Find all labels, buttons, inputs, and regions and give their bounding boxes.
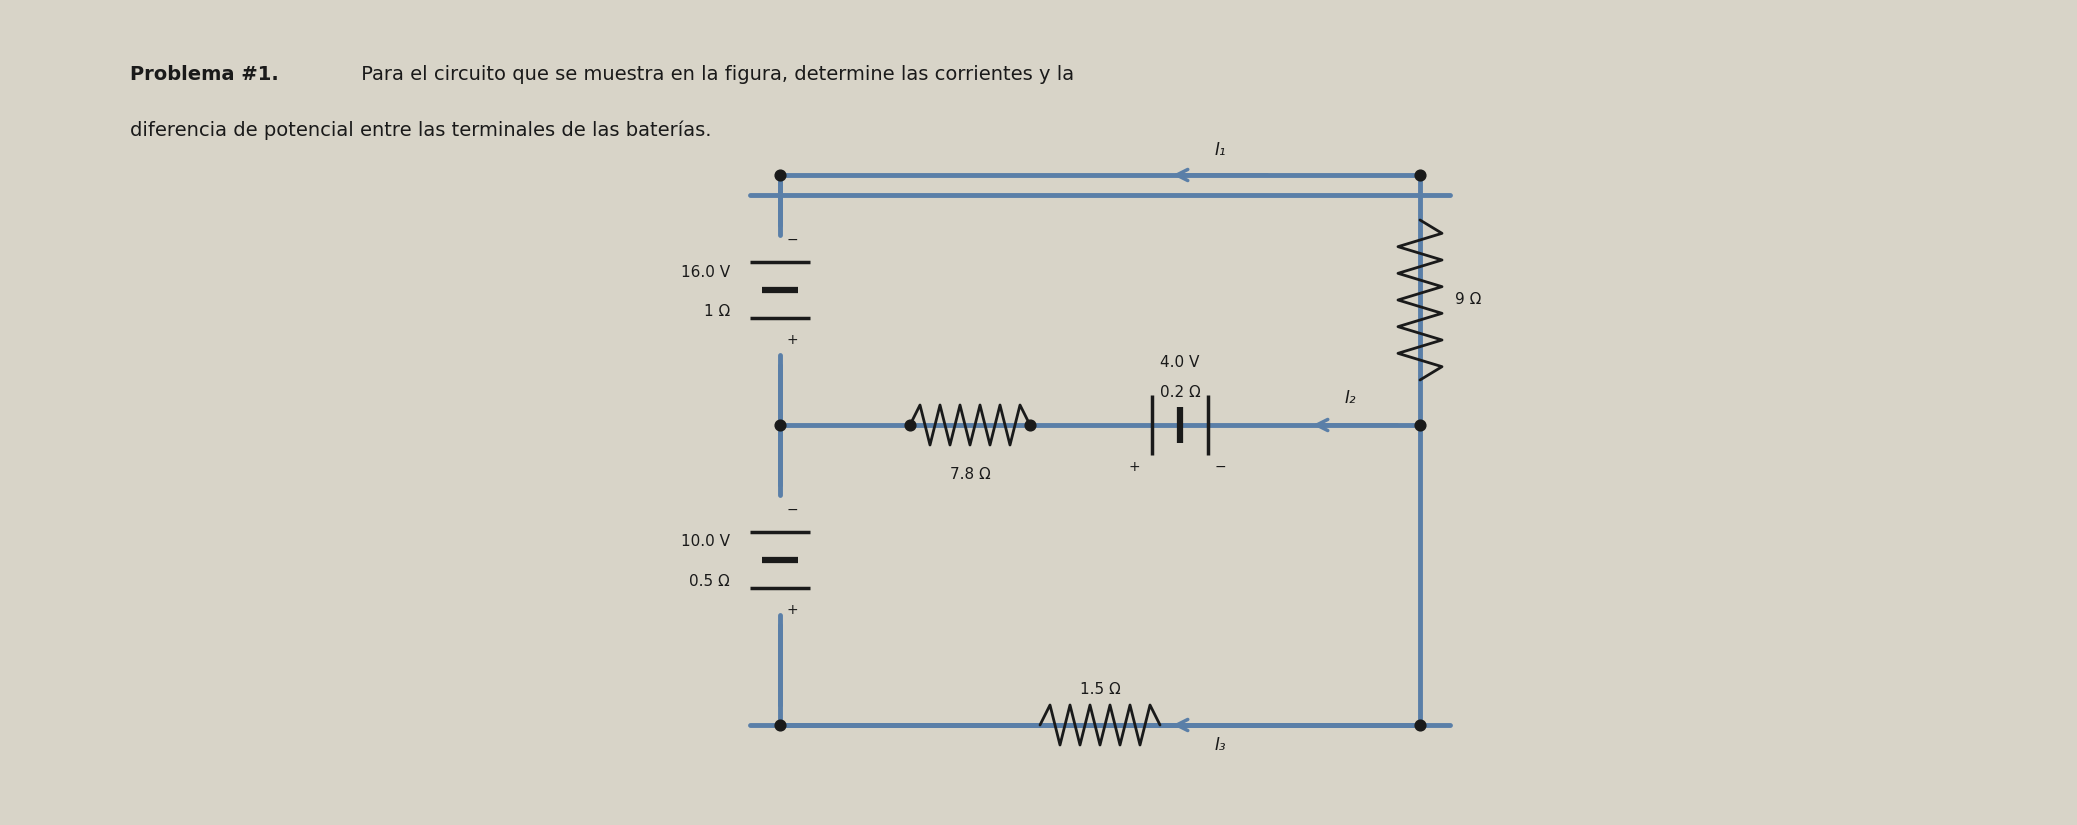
Text: 0.5 Ω: 0.5 Ω [690, 574, 729, 590]
Text: −: − [787, 503, 798, 517]
Text: Para el circuito que se muestra en la figura, determine las corrientes y la: Para el circuito que se muestra en la fi… [355, 65, 1074, 84]
Text: 16.0 V: 16.0 V [681, 265, 729, 280]
Text: I₃: I₃ [1215, 736, 1225, 754]
Text: 1.5 Ω: 1.5 Ω [1080, 682, 1120, 697]
Point [1014, 418, 1047, 431]
Text: 10.0 V: 10.0 V [681, 535, 729, 549]
Text: +: + [787, 603, 798, 617]
Point [764, 168, 798, 182]
Text: I₁: I₁ [1215, 141, 1225, 159]
Text: 0.2 Ω: 0.2 Ω [1159, 385, 1201, 400]
Text: 4.0 V: 4.0 V [1161, 355, 1201, 370]
Point [1404, 719, 1437, 732]
Text: 9 Ω: 9 Ω [1456, 293, 1481, 308]
Text: diferencia de potencial entre las terminales de las baterías.: diferencia de potencial entre las termin… [131, 120, 712, 139]
Text: −: − [1215, 460, 1225, 474]
Point [893, 418, 926, 431]
Point [1404, 168, 1437, 182]
Point [764, 719, 798, 732]
Text: Problema #1.: Problema #1. [131, 65, 278, 84]
Text: −: − [787, 233, 798, 247]
Point [764, 418, 798, 431]
Text: +: + [1128, 460, 1140, 474]
Point [1404, 418, 1437, 431]
Text: 1 Ω: 1 Ω [704, 304, 729, 319]
Text: I₂: I₂ [1344, 389, 1356, 407]
Text: 7.8 Ω: 7.8 Ω [949, 467, 991, 482]
Text: +: + [787, 333, 798, 347]
